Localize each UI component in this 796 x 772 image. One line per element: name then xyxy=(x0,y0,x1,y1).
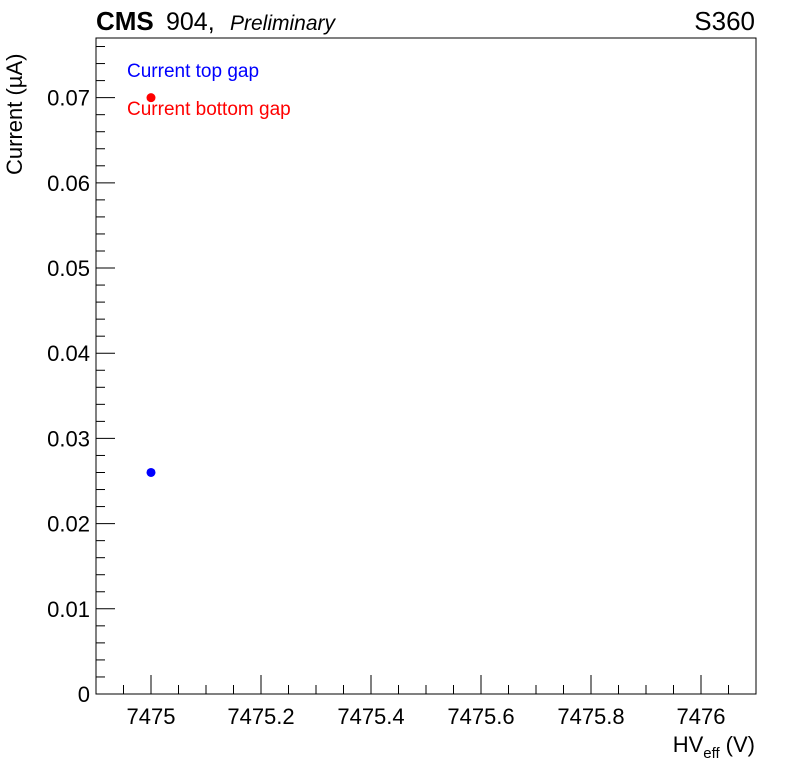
y-tick-label: 0.01 xyxy=(47,597,90,622)
legend-entry-top-gap: Current top gap xyxy=(127,61,259,82)
x-axis-title-unit: (V) xyxy=(726,732,755,757)
status-label: Preliminary xyxy=(230,12,337,35)
plot-frame xyxy=(95,37,757,695)
x-axis-title-main: HV xyxy=(673,732,704,757)
y-tick-label: 0.06 xyxy=(47,171,90,196)
x-tick-label: 7475.6 xyxy=(447,704,514,729)
legend-entry-bottom-gap: Current bottom gap xyxy=(127,99,291,120)
x-axis-title-sub: eff xyxy=(703,745,720,762)
y-tick-label: 0.03 xyxy=(47,426,90,451)
y-tick-label: 0.07 xyxy=(47,86,90,111)
data-point-series-1 xyxy=(146,93,156,103)
setup-label: 904, xyxy=(166,8,215,36)
y-axis: 0 0.01 0.02 0.03 0.04 0.05 0.06 0.07 xyxy=(47,46,115,707)
data-point-series-0 xyxy=(146,467,156,477)
x-axis: 7475 7475.2 7475.4 7475.6 7475.8 7476 xyxy=(95,675,757,729)
x-axis-title: HVeff (V) xyxy=(673,732,755,762)
legend: Current top gap Current bottom gap xyxy=(127,61,291,120)
x-tick-label: 7476 xyxy=(677,704,726,729)
y-tick-label: 0.04 xyxy=(47,341,90,366)
y-tick-label: 0 xyxy=(78,682,90,707)
chamber-label: S360 xyxy=(694,6,755,36)
x-tick-label: 7475.2 xyxy=(227,704,294,729)
experiment-label: CMS xyxy=(96,6,154,36)
x-tick-label: 7475.8 xyxy=(557,704,624,729)
data-points xyxy=(146,93,156,477)
y-axis-title: Current (µA) xyxy=(2,54,27,175)
y-tick-label: 0.05 xyxy=(47,256,90,281)
y-tick-label: 0.02 xyxy=(47,512,90,537)
x-tick-label: 7475.4 xyxy=(337,704,404,729)
x-tick-label: 7475 xyxy=(127,704,176,729)
